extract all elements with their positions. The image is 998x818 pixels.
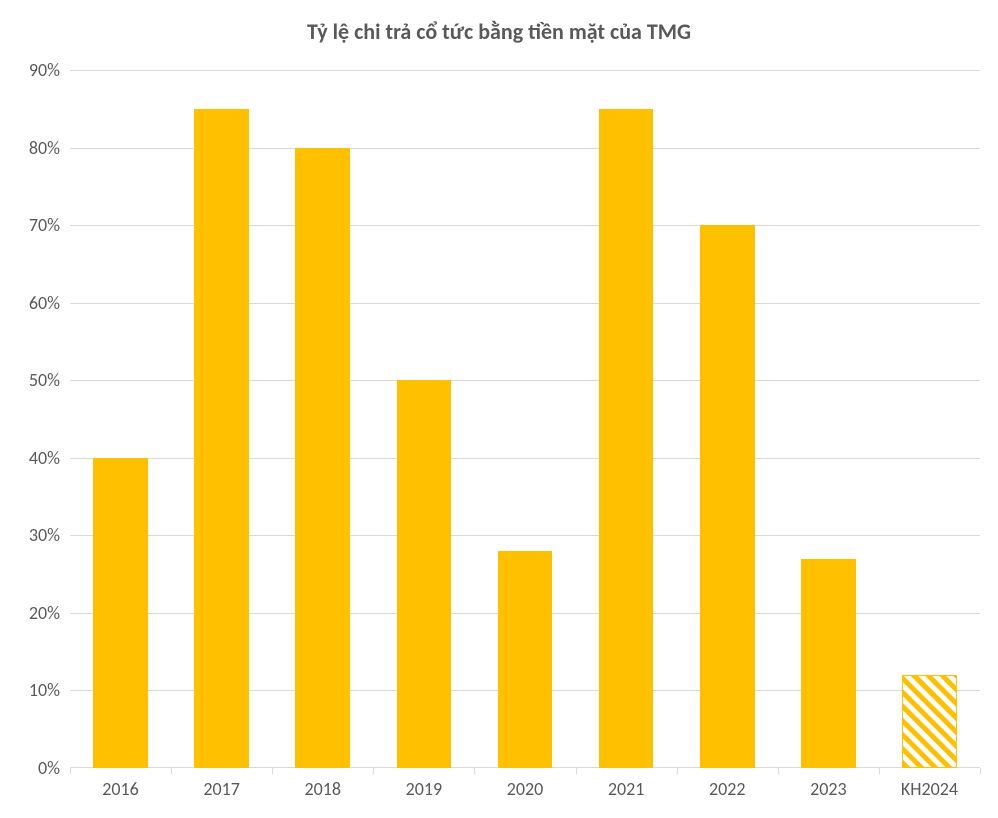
x-tick-mark	[474, 768, 475, 774]
bar	[93, 458, 148, 768]
bar	[599, 109, 654, 768]
x-tick-mark	[373, 768, 374, 774]
x-tick-label: 2021	[608, 768, 645, 800]
y-tick-label: 90%	[29, 59, 70, 81]
y-tick-label: 30%	[29, 524, 70, 546]
bar	[498, 551, 553, 768]
x-tick-mark	[879, 768, 880, 774]
bar	[801, 559, 856, 768]
x-tick-label: 2019	[406, 768, 443, 800]
x-tick-mark	[171, 768, 172, 774]
y-tick-label: 50%	[29, 369, 70, 391]
plot-area: 0%10%20%30%40%50%60%70%80%90%20162017201…	[70, 70, 980, 768]
x-tick-label: 2020	[507, 768, 544, 800]
x-tick-label: 2023	[810, 768, 847, 800]
bar	[902, 675, 957, 768]
y-tick-label: 20%	[29, 602, 70, 624]
bar	[295, 148, 350, 768]
x-tick-mark	[70, 768, 71, 774]
y-tick-label: 70%	[29, 214, 70, 236]
x-tick-label: 2022	[709, 768, 746, 800]
x-tick-label: KH2024	[901, 768, 958, 800]
bar	[194, 109, 249, 768]
bar	[700, 225, 755, 768]
x-tick-mark	[778, 768, 779, 774]
x-tick-label: 2017	[203, 768, 240, 800]
chart-container: Tỷ lệ chi trả cổ tức bằng tiền mặt của T…	[0, 0, 998, 818]
x-tick-mark	[980, 768, 981, 774]
y-tick-label: 10%	[29, 679, 70, 701]
y-tick-label: 0%	[38, 757, 70, 779]
y-tick-label: 40%	[29, 447, 70, 469]
chart-title: Tỷ lệ chi trả cổ tức bằng tiền mặt của T…	[0, 18, 998, 45]
y-tick-label: 80%	[29, 137, 70, 159]
x-tick-mark	[272, 768, 273, 774]
y-tick-label: 60%	[29, 292, 70, 314]
x-tick-mark	[677, 768, 678, 774]
grid-line	[70, 70, 980, 71]
x-tick-label: 2016	[102, 768, 139, 800]
x-tick-mark	[576, 768, 577, 774]
bar	[397, 380, 452, 768]
x-tick-label: 2018	[305, 768, 342, 800]
